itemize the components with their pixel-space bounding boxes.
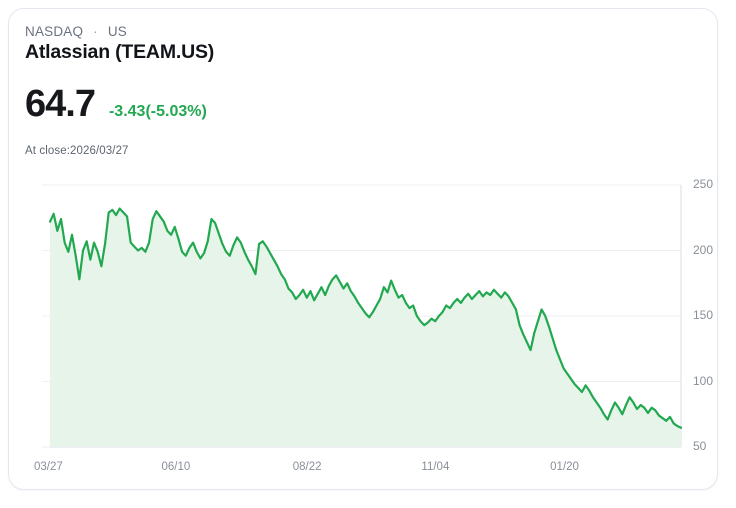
y-axis-tick-label: 50 bbox=[693, 439, 707, 453]
exchange-region-row: NASDAQ · US bbox=[25, 24, 127, 39]
x-axis-tick-label: 06/10 bbox=[161, 461, 191, 473]
area-fill bbox=[50, 208, 681, 447]
x-axis-tick-label: 03/27 bbox=[34, 461, 63, 473]
separator-dot: · bbox=[93, 24, 98, 39]
y-axis-tick-label: 150 bbox=[693, 308, 714, 322]
exchange-label: NASDAQ bbox=[25, 24, 84, 39]
market-close-note: At close:2026/03/27 bbox=[25, 145, 129, 157]
page-title: Atlassian (TEAM.US) bbox=[25, 41, 215, 63]
current-price: 64.7 bbox=[25, 83, 96, 125]
y-axis-tick-label: 250 bbox=[693, 177, 714, 191]
chart-svg bbox=[42, 184, 683, 448]
y-axis-tick-label: 200 bbox=[693, 242, 714, 257]
stock-quote-card: NASDAQ · US Atlassian (TEAM.US) 64.7 -3.… bbox=[8, 8, 718, 490]
x-axis-tick-label: 11/04 bbox=[421, 461, 450, 473]
price-chart[interactable]: 250 200 150 100 50 03/27 06/10 08/22 11/04 01/20 bbox=[9, 159, 717, 489]
x-axis-tick-label: 08/22 bbox=[292, 461, 322, 473]
price-line bbox=[48, 207, 683, 429]
price-row: 64.7 -3.43(-5.03%) bbox=[25, 85, 207, 123]
y-axis-tick-label: 100 bbox=[693, 373, 714, 388]
region-label: US bbox=[107, 24, 127, 39]
price-change: -3.43(-5.03%) bbox=[108, 103, 207, 120]
x-axis-tick-label: 01/20 bbox=[550, 461, 579, 473]
